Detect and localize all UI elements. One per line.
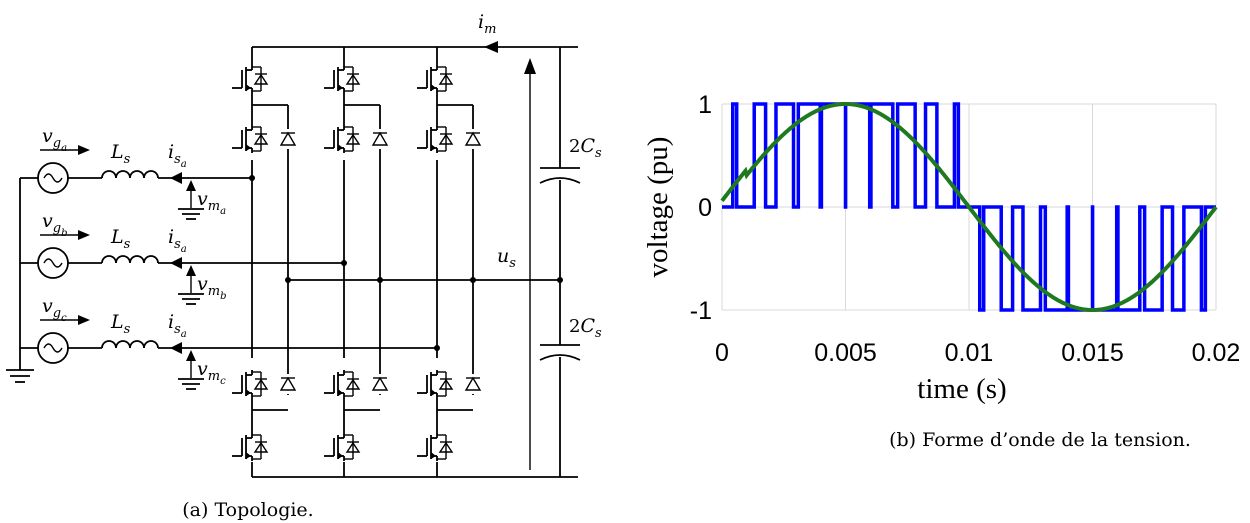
capacitor-bottom-label: 2Cs — [569, 315, 602, 341]
grid-voltage-label: vga — [42, 125, 67, 154]
igbt-module — [232, 125, 269, 153]
y-axis-label: voltage (pu) — [642, 137, 674, 278]
inductor-icon — [101, 255, 159, 264]
clamp-diodes — [279, 129, 482, 394]
x-tick-label: 0.015 — [1061, 339, 1124, 367]
sine-glyph-icon — [43, 258, 63, 268]
converter-voltage-arrowhead — [186, 265, 196, 276]
phase-current-arrowhead — [170, 172, 182, 184]
junction-dots — [249, 175, 563, 351]
capacitor-bottom-curved-plate — [539, 354, 581, 361]
x-tick-label: 0.02 — [1192, 339, 1241, 367]
phase-current-label: isa — [168, 141, 187, 170]
main-current-label: im — [478, 11, 496, 37]
grid-voltage-arrowhead — [78, 315, 90, 325]
clamp-diode — [464, 129, 482, 149]
igbt-module — [324, 433, 361, 461]
phase-current-arrowhead — [170, 257, 182, 269]
igbt-module — [417, 370, 454, 398]
y-axis-ticks: 1 0 -1 — [690, 91, 712, 325]
igbt-module — [232, 370, 269, 398]
x-tick-label: 0 — [715, 339, 729, 367]
y-tick-label: -1 — [690, 297, 712, 325]
converter-voltage-label: vmc — [197, 358, 226, 387]
igbt-module — [324, 65, 361, 93]
converter-voltage-label: vma — [197, 188, 226, 217]
igbt-module — [417, 65, 454, 93]
igbt-module — [324, 370, 361, 398]
inductor-icon — [101, 170, 159, 179]
igbt-module — [232, 65, 269, 93]
converter-voltage-arrowhead — [186, 350, 196, 361]
clamp-diode — [371, 374, 389, 394]
caption-waveform: (b) Forme d’onde de la tension. — [889, 429, 1191, 451]
ground-symbol-main — [6, 369, 34, 383]
inductor-label: Ls — [110, 311, 131, 337]
fundamental-sine — [720, 101, 1218, 313]
y-tick-label: 1 — [698, 91, 712, 119]
capacitor-top-curved-plate — [539, 177, 581, 184]
grid-voltage-label: vgb — [42, 210, 67, 239]
x-axis-label: time (s) — [917, 373, 1006, 405]
clamp-diode — [371, 129, 389, 149]
dc-voltage-label: us — [497, 245, 516, 271]
igbt-module — [417, 433, 454, 461]
phase-current-arrowhead — [170, 342, 182, 354]
clamp-diode — [279, 374, 297, 394]
clamp-diode — [464, 374, 482, 394]
main-current-arrowhead — [484, 41, 498, 53]
grid-voltage-arrowhead — [78, 145, 90, 155]
igbt-module — [324, 125, 361, 153]
y-tick-label: 0 — [698, 194, 712, 222]
x-tick-label: 0.01 — [945, 339, 994, 367]
clamp-diode — [279, 129, 297, 149]
caption-topology: (a) Topologie. — [182, 499, 313, 521]
switch-modules — [232, 65, 454, 461]
x-axis-ticks: 0 0.005 0.01 0.015 0.02 — [715, 339, 1240, 367]
phase-current-label: isa — [168, 311, 187, 340]
inductor-icon — [101, 340, 159, 349]
voltage-waveform-plot: 0 0.005 0.01 0.015 0.02 10-1 time (s) voltag… — [642, 91, 1240, 451]
capacitor-top-label: 2Cs — [569, 135, 602, 161]
x-tick-label: 0.005 — [814, 339, 877, 367]
converter-voltage-label: vmb — [197, 273, 226, 302]
converter-voltage-arrowhead — [186, 180, 196, 191]
inductor-label: Ls — [110, 226, 131, 252]
grid-voltage-label: vgc — [42, 295, 67, 324]
igbt-module — [232, 433, 269, 461]
inductor-label: Ls — [110, 141, 131, 167]
sine-glyph-icon — [43, 343, 63, 353]
igbt-module — [417, 125, 454, 153]
fundamental-sine-line — [720, 101, 1218, 313]
grid-voltage-arrowhead — [78, 230, 90, 240]
phase-current-label: isa — [168, 226, 187, 255]
dc-voltage-arrowhead — [524, 58, 536, 74]
sine-glyph-icon — [43, 173, 63, 183]
